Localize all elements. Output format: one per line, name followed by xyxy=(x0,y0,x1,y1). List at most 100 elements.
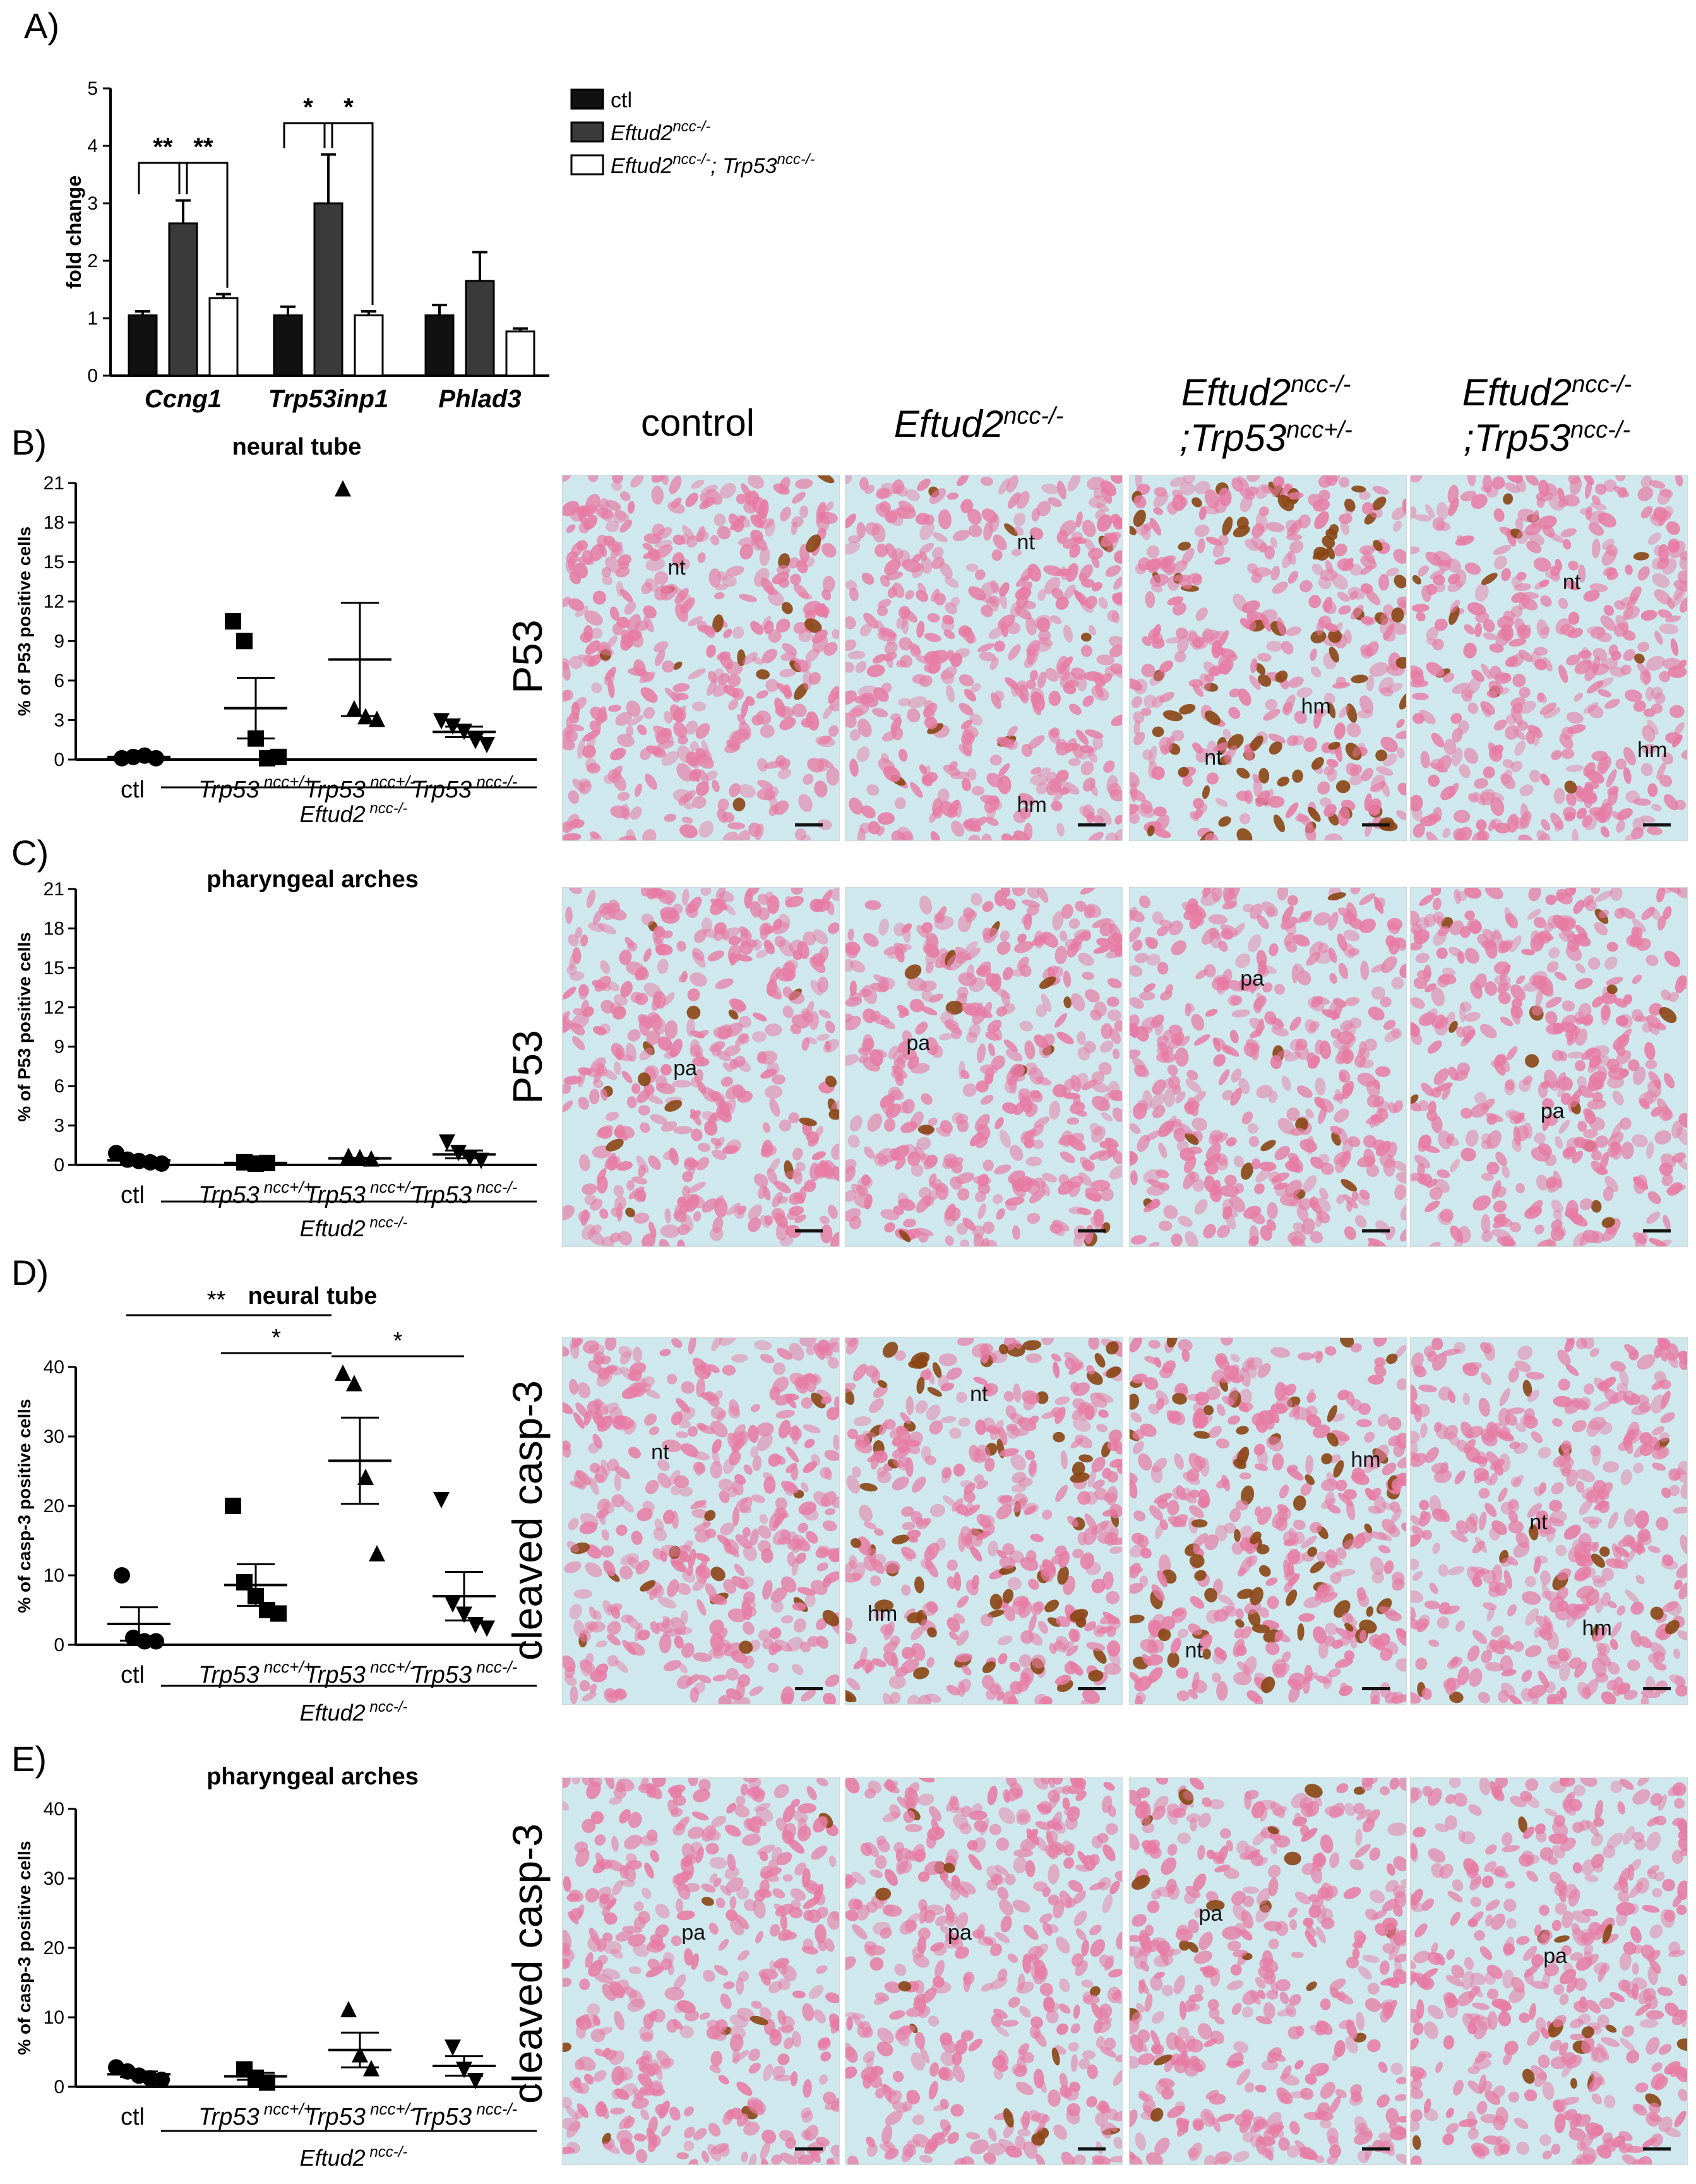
panel-c-dot-plot: 0 3 6 9 12 15 18 21 % of P53 positive cells phary… xyxy=(15,866,537,1241)
micrograph-tile: nt xyxy=(562,475,840,841)
y-tick-label: 3 xyxy=(87,193,98,214)
data-point xyxy=(369,1545,385,1561)
tissue-texture xyxy=(845,1778,1122,2164)
tissue-label: hm xyxy=(1637,738,1668,763)
y-tick-label: 40 xyxy=(44,1799,64,1820)
scale-bar xyxy=(1643,823,1671,826)
tissue-label: pa xyxy=(681,1921,706,1945)
micrograph-tile: hm nt xyxy=(1129,1337,1407,1705)
scale-bar xyxy=(1078,1229,1106,1232)
scale-bar xyxy=(795,2147,823,2151)
y-tick-label: 0 xyxy=(87,366,98,386)
x-tick-label: ctl xyxy=(121,1662,145,1688)
data-point xyxy=(369,710,385,727)
tissue-texture xyxy=(845,888,1122,1246)
x-tick-label: Trp53 ncc+/- xyxy=(304,1178,415,1208)
legend-entry: Eftud2ncc-/-; Trp53ncc-/- xyxy=(611,151,815,178)
data-point xyxy=(456,724,472,741)
tissue-label: hm xyxy=(1351,1448,1381,1472)
data-point xyxy=(259,1154,275,1171)
legend-swatch xyxy=(570,154,604,176)
column-header: Eftud2ncc-/- ;Trp53ncc-/- xyxy=(1462,371,1632,459)
row-stain-label: P53 xyxy=(504,1030,551,1104)
tissue-texture xyxy=(1130,1338,1406,1704)
tissue-texture xyxy=(1411,888,1687,1246)
panel-letter-a: A) xyxy=(24,6,59,45)
tissue-texture xyxy=(1411,1778,1687,2164)
data-point xyxy=(259,2074,275,2091)
y-tick-label: 9 xyxy=(54,1037,64,1058)
data-point xyxy=(479,736,495,753)
tissue-texture xyxy=(1130,1778,1406,2164)
significance-label: * xyxy=(393,1328,403,1354)
x-tick-label: Trp53 ncc-/- xyxy=(411,1657,518,1688)
data-point xyxy=(148,1633,164,1650)
scale-bar xyxy=(1078,823,1106,826)
tissue-label: nt xyxy=(970,1381,988,1406)
tissue-texture xyxy=(563,888,839,1246)
scale-bar xyxy=(795,823,823,826)
chart-title: neural tube xyxy=(248,1283,378,1310)
panel-e-dot-plot: 0 10 20 30 40 % of casp-3 positive cells phary… xyxy=(15,1763,537,2171)
y-tick-label: 15 xyxy=(44,552,64,573)
data-point xyxy=(340,1147,357,1164)
data-point xyxy=(456,2062,472,2079)
group-label: Eftud2 ncc-/- xyxy=(300,1698,408,1726)
micrograph-tile: nt hm xyxy=(845,1337,1123,1705)
bar xyxy=(505,330,535,377)
data-point xyxy=(270,1605,287,1622)
group-label: Eftud2 ncc-/- xyxy=(300,800,408,827)
data-point xyxy=(225,613,241,630)
row-stain-label: P53 xyxy=(504,619,551,694)
y-tick-label: 1 xyxy=(87,308,98,329)
data-point xyxy=(346,700,362,717)
micrograph-tile: pa xyxy=(845,887,1123,1247)
micrograph-tile: hm nt xyxy=(1129,475,1407,841)
chart-title: pharyngeal arches xyxy=(206,866,419,893)
x-tick-label: ctl xyxy=(121,777,145,803)
tissue-label: nt xyxy=(1529,1510,1548,1534)
data-point xyxy=(335,480,351,497)
tissue-texture xyxy=(845,475,1122,840)
scale-bar xyxy=(1362,1687,1390,1690)
micrograph-tile: pa xyxy=(562,1777,840,2165)
bar xyxy=(208,297,239,377)
y-tick-label: 18 xyxy=(44,513,64,534)
panel-letter-c: C) xyxy=(11,833,49,873)
y-tick-label: 18 xyxy=(44,918,64,939)
panel-letter-b: B) xyxy=(11,422,47,462)
y-tick-label: 9 xyxy=(54,631,64,652)
bar xyxy=(354,314,384,377)
row-stain-label: cleaved casp-3 xyxy=(504,1380,551,1661)
y-tick-label: 0 xyxy=(54,1155,64,1176)
group-label: Eftud2 ncc-/- xyxy=(300,2144,408,2171)
data-point xyxy=(236,633,253,650)
y-tick-label: 2 xyxy=(87,251,98,272)
y-tick-label: 4 xyxy=(87,136,98,157)
data-point xyxy=(236,1574,253,1590)
tissue-label: pa xyxy=(906,1031,931,1056)
y-tick-label: 0 xyxy=(54,1635,64,1656)
significance-label: * xyxy=(303,93,313,121)
y-tick-label: 0 xyxy=(54,2077,64,2097)
data-point xyxy=(456,1606,472,1623)
column-header: control xyxy=(640,402,755,444)
scale-bar xyxy=(795,1229,823,1232)
tissue-label: nt xyxy=(1017,530,1035,554)
tissue-label: nt xyxy=(1204,745,1222,770)
bar xyxy=(465,280,495,377)
data-point xyxy=(340,2001,357,2017)
tissue-texture xyxy=(1130,475,1406,840)
y-axis-label: % of P53 positive cells xyxy=(15,932,34,1121)
y-tick-label: 6 xyxy=(54,1076,64,1097)
y-tick-label: 30 xyxy=(44,1868,64,1889)
data-point xyxy=(357,1469,374,1485)
tissue-label: hm xyxy=(1582,1616,1612,1640)
micrograph-tile: nt xyxy=(562,1337,840,1705)
data-point xyxy=(433,713,450,730)
significance-label: ** xyxy=(193,133,213,161)
significance-bracket xyxy=(283,122,333,148)
y-tick-label: 12 xyxy=(44,592,64,612)
